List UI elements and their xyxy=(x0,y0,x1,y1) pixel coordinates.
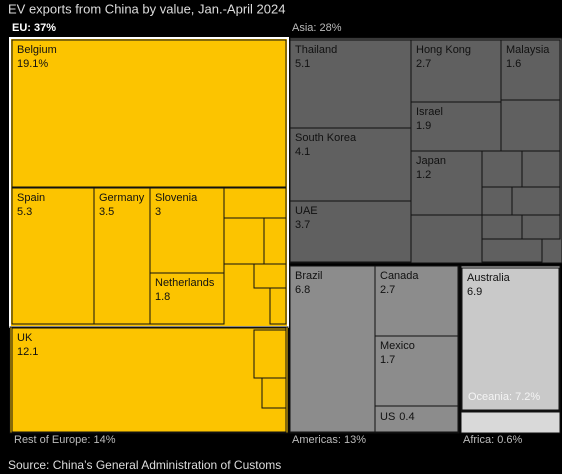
cell-name: Belgium xyxy=(17,44,57,56)
cell-value: 12.1 xyxy=(17,346,38,358)
cell-value: 3 xyxy=(155,206,161,218)
cell xyxy=(374,335,459,407)
cell-name: US xyxy=(380,411,395,423)
cell-name: Netherlands xyxy=(155,277,215,289)
group-label: Americas: 13% xyxy=(292,434,366,446)
source: Source: China’s General Administration o… xyxy=(8,458,281,472)
cell xyxy=(461,267,560,411)
cell-value: 6.8 xyxy=(295,284,310,296)
cell-name: Australia xyxy=(467,272,511,284)
cell-value: 1.2 xyxy=(416,169,431,181)
group-label: Africa: 0.6% xyxy=(463,434,523,446)
chart-title: EV exports from China by value, Jan.-Apr… xyxy=(8,2,285,17)
cell-name: Slovenia xyxy=(155,192,198,204)
cell-value: 1.8 xyxy=(155,291,170,303)
cell xyxy=(11,327,287,433)
group-label: Rest of Europe: 14% xyxy=(14,434,116,446)
cell-value: 1.6 xyxy=(506,58,521,70)
cell xyxy=(410,150,483,216)
cell xyxy=(289,265,376,433)
cell-name: Malaysia xyxy=(506,44,550,56)
cell-value: 0.4 xyxy=(399,411,414,423)
cell xyxy=(11,39,287,188)
cell-value: 6.9 xyxy=(467,286,482,298)
cell-name: Canada xyxy=(380,270,419,282)
cell-name: Israel xyxy=(416,106,443,118)
cell-value: 2.7 xyxy=(380,284,395,296)
cell-name: Thailand xyxy=(295,44,337,56)
group-label: EU: 37% xyxy=(12,22,56,34)
cell xyxy=(289,39,412,129)
minor-cell xyxy=(269,287,287,325)
cell-name: Germany xyxy=(99,192,145,204)
treemap: Belgium 19.1% Spain 5.3 Germany 3.5 Slovenia 3 N… xyxy=(9,22,562,446)
cell xyxy=(374,405,459,433)
cell-value: 3.7 xyxy=(295,219,310,231)
minor-cells xyxy=(223,99,561,409)
cell-name: Brazil xyxy=(295,270,323,282)
cell-value: 1.9 xyxy=(416,120,431,132)
cell xyxy=(500,39,561,101)
cell-value: 1.7 xyxy=(380,354,395,366)
cell-name: Mexico xyxy=(380,340,415,352)
cell-name: UAE xyxy=(295,205,318,217)
cell-value: 2.7 xyxy=(416,58,431,70)
cell xyxy=(149,187,225,274)
group-frame xyxy=(460,411,561,434)
cell-name: Hong Kong xyxy=(416,44,471,56)
cell-value: 19.1% xyxy=(17,58,48,70)
cell xyxy=(289,200,412,263)
cell-value: 4.1 xyxy=(295,146,310,158)
cell xyxy=(410,101,502,152)
cell-value: 3.5 xyxy=(99,206,114,218)
cell-value: 5.1 xyxy=(295,58,310,70)
cell xyxy=(11,187,95,325)
minor-cell xyxy=(261,377,287,409)
group-label-bg xyxy=(9,22,60,36)
cell xyxy=(410,39,502,103)
group-label: Asia: 28% xyxy=(292,22,342,34)
cell xyxy=(149,272,225,325)
cell xyxy=(289,127,412,202)
cell-name: South Korea xyxy=(295,132,357,144)
cell-name: Japan xyxy=(416,155,446,167)
cell xyxy=(93,187,151,325)
group-label: Oceania: 7.2% xyxy=(468,391,540,403)
cell-name: UK xyxy=(17,332,33,344)
cell-value: 5.3 xyxy=(17,206,32,218)
cell-name: Spain xyxy=(17,192,45,204)
minor-cell xyxy=(481,238,543,263)
